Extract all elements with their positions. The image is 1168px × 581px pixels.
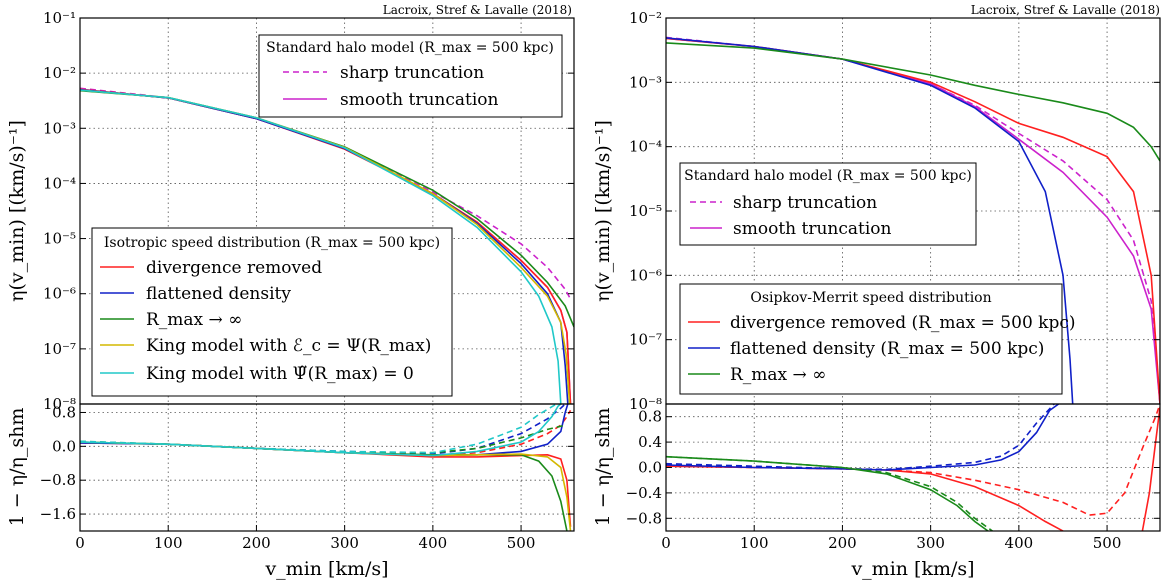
y-tick-label: −0.8 bbox=[626, 509, 662, 527]
legend-label-sharp: sharp truncation bbox=[733, 193, 877, 213]
series-line-1 bbox=[666, 404, 1160, 516]
y-tick-label: 0.0 bbox=[638, 459, 662, 477]
xlabel-right: v_min [km/s] bbox=[850, 558, 974, 580]
series-line-3 bbox=[666, 404, 1060, 471]
y-tick-label: 10⁻⁷ bbox=[43, 340, 76, 358]
legend-label-smooth: smooth truncation bbox=[733, 219, 892, 239]
series-line-6 bbox=[80, 89, 562, 404]
y-tick-label: 10⁻³ bbox=[43, 119, 76, 137]
series-line-6 bbox=[666, 455, 993, 531]
legend-label-rmax: R_max → ∞ bbox=[730, 365, 826, 385]
legend-box bbox=[91, 227, 453, 397]
ylabel-right-bottom: 1 − η/η_shm bbox=[592, 408, 614, 527]
legend-right-shm: Standard halo model (R_max = 500 kpc) sh… bbox=[679, 162, 977, 246]
legend-label-flattened: flattened density bbox=[146, 284, 291, 304]
x-tick-label: 500 bbox=[1093, 534, 1122, 552]
y-tick-label: 10⁻⁴ bbox=[629, 138, 662, 156]
legend-left-isotropic: Isotropic speed distribution (R_max = 50… bbox=[91, 227, 453, 397]
legend-label-divergence: divergence removed (R_max = 500 kpc) bbox=[730, 313, 1076, 333]
series-line-4 bbox=[80, 441, 568, 531]
ylabel-left-top: η(v_min) [(km/s)⁻¹] bbox=[6, 120, 28, 302]
y-tick-label: 10⁻⁴ bbox=[43, 174, 76, 192]
legend-label-divergence: divergence removed bbox=[146, 258, 322, 278]
y-tick-label: 0.8 bbox=[52, 403, 76, 421]
x-tick-label: 100 bbox=[154, 534, 183, 552]
legend-label-sharp: sharp truncation bbox=[340, 63, 484, 83]
y-tick-label: 10⁻⁷ bbox=[629, 331, 662, 349]
y-tick-label: −1.6 bbox=[40, 505, 76, 523]
x-tick-label: 400 bbox=[419, 534, 448, 552]
series-line-4 bbox=[666, 42, 1160, 162]
x-tick-label: 300 bbox=[330, 534, 359, 552]
y-tick-label: 10⁻⁶ bbox=[43, 285, 76, 303]
x-tick-label: 200 bbox=[242, 534, 271, 552]
series-layer bbox=[80, 36, 1160, 531]
xlabel-left: v_min [km/s] bbox=[264, 558, 388, 580]
ylabel-right-top: η(v_min) [(km/s)⁻¹] bbox=[592, 120, 614, 302]
y-tick-label: 10⁻⁸ bbox=[629, 395, 662, 413]
series-line-2 bbox=[1141, 407, 1160, 531]
legend-left-shm: Standard halo model (R_max = 500 kpc) sh… bbox=[258, 34, 563, 118]
y-tick-label: 10⁻¹ bbox=[43, 9, 76, 27]
y-tick-label: 10⁻⁵ bbox=[43, 230, 76, 248]
series-group bbox=[80, 87, 574, 404]
plot-frame bbox=[79, 403, 575, 532]
y-tick-label: −0.4 bbox=[626, 484, 662, 502]
x-tick-label: 100 bbox=[740, 534, 769, 552]
x-tick-label: 0 bbox=[661, 534, 671, 552]
y-tick-label: 0.8 bbox=[638, 408, 662, 426]
series-line-0 bbox=[666, 36, 1160, 404]
legend-title: Standard halo model (R_max = 500 kpc) bbox=[266, 40, 554, 56]
y-tick-label: 10⁻² bbox=[629, 9, 662, 27]
credit-right: Lacroix, Stref & Lavalle (2018) bbox=[971, 3, 1160, 17]
legend-title: Isotropic speed distribution (R_max = 50… bbox=[104, 235, 440, 251]
legend-box bbox=[258, 34, 563, 118]
x-tick-label: 200 bbox=[828, 534, 857, 552]
y-tick-label: 10⁻⁶ bbox=[629, 266, 662, 284]
y-tick-label: 10⁻⁸ bbox=[43, 395, 76, 413]
x-tick-label: 0 bbox=[75, 534, 85, 552]
y-tick-label: 10⁻³ bbox=[629, 73, 662, 91]
x-tick-label: 300 bbox=[916, 534, 945, 552]
legend-label-king1: King model with ℰ_c = Ψ(R_max) bbox=[146, 336, 431, 356]
series-group bbox=[666, 36, 1160, 404]
legend-label-king2: King model with Ψ̃(R_max) = 0 bbox=[146, 364, 414, 384]
tick-layer: 10⁻⁸ 10⁻⁷ 10⁻⁶ 10⁻⁵ 10⁻⁴ 10⁻³ 10⁻² 10⁻¹ −1.6 −0.8… bbox=[40, 9, 1160, 552]
series-group bbox=[666, 404, 1160, 531]
series-line-1 bbox=[80, 410, 572, 457]
y-tick-label: 10⁻² bbox=[43, 64, 76, 82]
y-tick-label: 10⁻⁵ bbox=[629, 202, 662, 220]
y-tick-label: 0.0 bbox=[52, 437, 76, 455]
legend-label-smooth: smooth truncation bbox=[340, 90, 499, 110]
legend-label-flattened: flattened density (R_max = 500 kpc) bbox=[730, 339, 1044, 359]
legend-right-om: Osipkov-Merrit speed distribution diverg… bbox=[679, 283, 1076, 395]
series-line-8 bbox=[80, 404, 557, 454]
x-tick-label: 400 bbox=[1005, 534, 1034, 552]
series-line-4 bbox=[666, 404, 1055, 471]
x-tick-label: 500 bbox=[507, 534, 536, 552]
legend-box bbox=[679, 283, 1063, 395]
y-tick-label: 0.4 bbox=[638, 433, 662, 451]
legend-box bbox=[679, 162, 977, 246]
legend-title: Osipkov-Merrit speed distribution bbox=[750, 290, 991, 306]
ylabel-left-bottom: 1 − η/η_shm bbox=[6, 408, 28, 527]
series-line-0 bbox=[666, 465, 1065, 531]
legend-title: Standard halo model (R_max = 500 kpc) bbox=[684, 168, 972, 184]
credit-left: Lacroix, Stref & Lavalle (2018) bbox=[383, 3, 572, 17]
series-group bbox=[80, 404, 572, 531]
series-line-7 bbox=[80, 404, 562, 457]
legend-label-rmax: R_max → ∞ bbox=[146, 310, 242, 330]
y-tick-label: −0.8 bbox=[40, 471, 76, 489]
